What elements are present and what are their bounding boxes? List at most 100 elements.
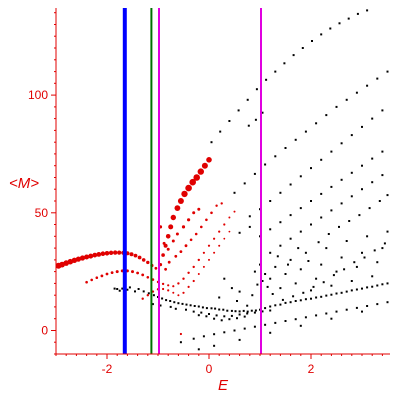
- black-point: [238, 313, 241, 316]
- black-point: [274, 321, 277, 324]
- black-point: [276, 255, 279, 258]
- black-point: [243, 327, 246, 330]
- red-point: [187, 218, 191, 222]
- red-point: [92, 252, 98, 258]
- black-point: [205, 315, 208, 318]
- black-point: [121, 287, 124, 290]
- black-point: [248, 215, 251, 218]
- black-point: [279, 191, 282, 194]
- black-point: [284, 147, 287, 149]
- black-point: [238, 231, 241, 234]
- red-point: [179, 250, 183, 254]
- black-point: [200, 311, 203, 314]
- black-point: [213, 317, 216, 320]
- red-point: [79, 255, 86, 261]
- red-point: [177, 294, 180, 297]
- black-point: [159, 304, 162, 307]
- black-point: [234, 310, 237, 313]
- black-point: [192, 337, 195, 340]
- black-point: [274, 70, 277, 73]
- black-point: [330, 284, 333, 287]
- red-point: [113, 250, 118, 255]
- black-point: [118, 289, 121, 292]
- red-point: [141, 273, 145, 277]
- black-point: [338, 22, 341, 25]
- red-point: [228, 230, 231, 233]
- black-point: [320, 263, 323, 266]
- red-point: [90, 278, 93, 282]
- black-point: [358, 214, 361, 217]
- red-point: [189, 238, 193, 242]
- black-point: [243, 315, 246, 318]
- black-point: [264, 307, 267, 310]
- black-point: [269, 305, 272, 308]
- black-point: [134, 290, 136, 293]
- red-point: [197, 207, 201, 211]
- black-point: [294, 138, 297, 141]
- black-point: [219, 130, 222, 133]
- black-point: [304, 298, 307, 301]
- black-point: [279, 303, 282, 306]
- black-point: [274, 265, 277, 268]
- black-point: [238, 338, 241, 341]
- black-point: [307, 260, 310, 262]
- red-point: [223, 223, 226, 226]
- black-point: [274, 304, 277, 307]
- black-point: [261, 310, 264, 313]
- black-point: [197, 348, 200, 351]
- black-point: [330, 209, 333, 212]
- black-point: [335, 270, 338, 273]
- black-point: [350, 134, 353, 137]
- red-point: [167, 289, 170, 292]
- black-point: [386, 230, 389, 233]
- black-point: [373, 249, 376, 252]
- black-point: [246, 310, 249, 313]
- red-point: [84, 254, 90, 260]
- black-point: [236, 317, 238, 320]
- red-point: [177, 198, 184, 204]
- black-point: [343, 268, 346, 271]
- red-point: [192, 279, 195, 283]
- red-point: [168, 224, 174, 230]
- black-point: [253, 325, 256, 328]
- black-point: [237, 109, 240, 112]
- black-point: [226, 309, 229, 312]
- black-point: [253, 311, 256, 314]
- red-point: [115, 270, 119, 274]
- black-point: [320, 192, 323, 195]
- black-point: [340, 142, 343, 145]
- red-point: [110, 271, 114, 274]
- black-point: [213, 333, 216, 336]
- black-point: [250, 309, 253, 312]
- red-point: [215, 204, 218, 207]
- black-point: [248, 225, 251, 228]
- black-point: [169, 300, 172, 302]
- black-point: [299, 299, 302, 302]
- red-point: [175, 232, 179, 236]
- red-point: [174, 205, 181, 212]
- black-point: [386, 70, 389, 73]
- black-point: [299, 268, 302, 271]
- black-point: [310, 297, 312, 300]
- black-point: [376, 303, 379, 306]
- red-point: [133, 253, 138, 258]
- red-point: [197, 273, 200, 275]
- red-point: [182, 291, 185, 294]
- black-point: [381, 109, 384, 112]
- black-point: [294, 282, 297, 285]
- black-point: [381, 247, 384, 250]
- black-point: [284, 320, 287, 322]
- black-point: [345, 308, 348, 311]
- x-tick-label: 0: [206, 362, 213, 376]
- black-point: [202, 335, 205, 338]
- black-point: [197, 314, 200, 317]
- black-point: [289, 237, 292, 240]
- black-point: [376, 261, 379, 264]
- black-point: [356, 12, 359, 15]
- y-tick-label: 50: [35, 206, 49, 220]
- black-point: [299, 324, 302, 327]
- black-point: [366, 286, 369, 289]
- red-point: [146, 260, 150, 265]
- black-point: [210, 307, 213, 310]
- black-point: [350, 195, 353, 198]
